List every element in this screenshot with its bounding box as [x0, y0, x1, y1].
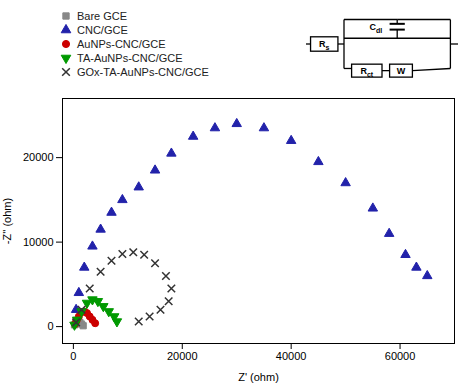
- svg-text:0: 0: [70, 350, 76, 362]
- html-text:TA-AuNPs-CNC/GCE: TA-AuNPs-CNC/GCE: [77, 52, 183, 64]
- html-text:AuNPs-CNC/GCE: AuNPs-CNC/GCE: [77, 38, 166, 50]
- svg-text:60000: 60000: [385, 350, 416, 362]
- svg-text:Rct: Rct: [360, 66, 373, 78]
- svg-text:10000: 10000: [23, 236, 54, 248]
- svg-text:20000: 20000: [23, 151, 54, 163]
- svg-text:0: 0: [47, 320, 53, 332]
- svg-text:40000: 40000: [276, 350, 307, 362]
- html-text:Bare GCE: Bare GCE: [77, 10, 128, 22]
- svg-text:Rs: Rs: [319, 39, 330, 51]
- html-text:CNC/GCE: CNC/GCE: [77, 24, 128, 36]
- svg-text:20000: 20000: [167, 350, 198, 362]
- html-text:GOx-TA-AuNPs-CNC/GCE: GOx-TA-AuNPs-CNC/GCE: [77, 66, 209, 78]
- svg-text:Cdl: Cdl: [370, 22, 383, 34]
- svg-text:Z' (ohm): Z' (ohm): [238, 371, 279, 383]
- svg-text:-Z'' (ohm): -Z'' (ohm): [1, 198, 13, 244]
- svg-text:W: W: [397, 66, 406, 76]
